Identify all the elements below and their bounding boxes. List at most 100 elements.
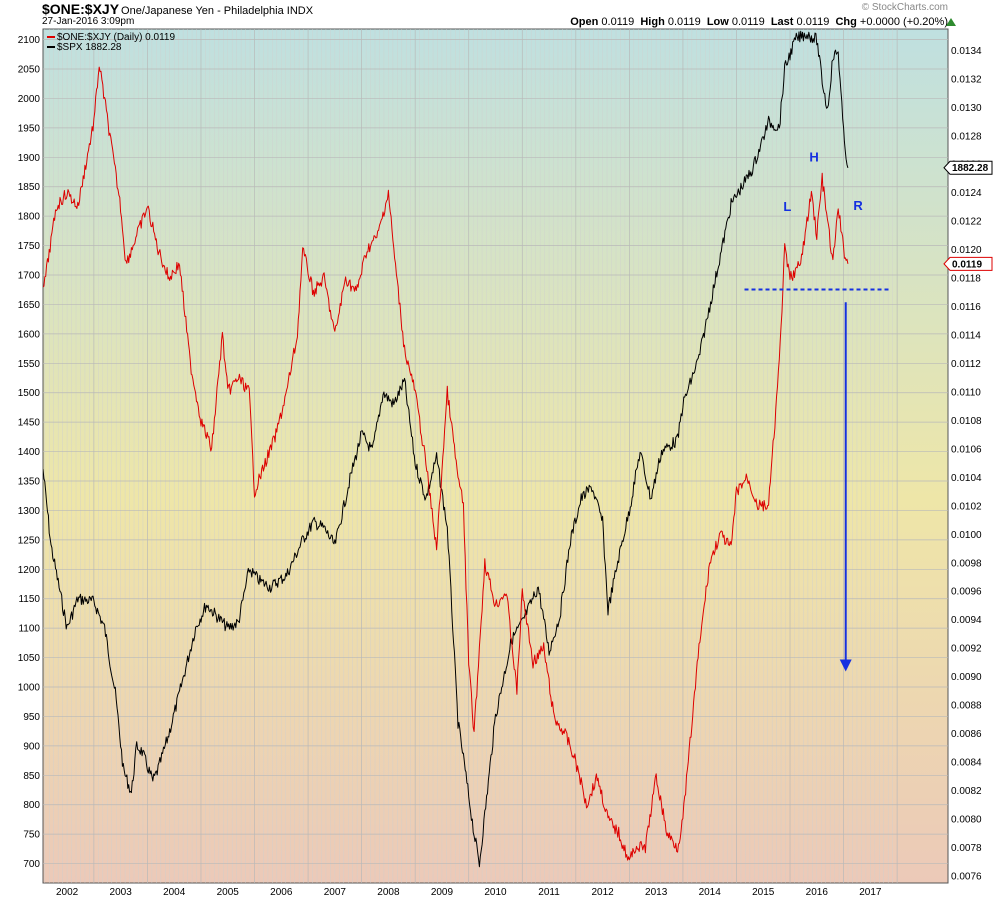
brand-watermark: © StockCharts.com [861,2,948,13]
right-tick-label: 0.0080 [951,814,982,825]
symbol-description: One/Japanese Yen - Philadelphia INDX [121,5,314,17]
high-value: 0.0119 [667,16,701,28]
x-tick-label: 2016 [806,887,829,898]
right-tick-label: 0.0100 [951,530,982,541]
right-axis: 0.0076 0.0078 0.0080 0.0082 0.0084 0.0086 0.00… [951,46,982,883]
left-tick-label: 1850 [18,182,41,193]
legend: $ONE:$XJY (Daily) 0.0119 $SPX 1882.28 [47,32,175,53]
right-tick-label: 0.0094 [951,615,982,626]
x-tick-label: 2015 [752,887,775,898]
right-tick-label: 0.0076 [951,871,982,882]
left-tick-label: 1650 [18,300,41,311]
right-tick-label: 0.0122 [951,217,982,228]
pattern-label-l: L [783,199,791,214]
spx-series-line [43,30,849,868]
right-tick-label: 0.0106 [951,444,982,455]
x-tick-label: 2003 [110,887,133,898]
x-tick-label: 2006 [270,887,293,898]
left-tick-label: 850 [23,771,40,782]
left-tick-label: 1900 [18,153,41,164]
right-tick-label: 0.0132 [951,74,982,85]
annotation-group: L H R [744,149,890,672]
right-tick-label: 0.0082 [951,786,982,797]
pattern-label-r: R [853,198,863,213]
x-tick-label: 2005 [217,887,240,898]
low-value: 0.0119 [731,16,765,28]
chart-datetime: 27-Jan-2016 3:09pm [42,16,135,27]
spx-last-tag-box [943,160,993,175]
xjy-series-line [43,66,849,861]
up-triangle-icon [946,18,956,26]
x-tick-label: 2002 [56,887,79,898]
legend-label-xjy: $ONE:$XJY (Daily) 0.0119 [57,32,175,43]
high-label: High [640,16,665,28]
chg-value: +0.0000 (+0.20%) [859,16,948,28]
symbol-label: $ONE:$XJY [42,1,120,17]
left-tick-label: 1050 [18,653,41,664]
legend-label-spx: $SPX 1882.28 [57,42,122,53]
spx-last-tag: 1882.28 [943,160,993,175]
xjy-last-tag-text: 0.0119 [952,259,982,270]
right-tick-label: 0.0112 [951,359,981,370]
x-tick-label: 2014 [699,887,722,898]
x-tick-label: 2011 [538,887,560,898]
last-label: Last [770,16,794,28]
right-tick-label: 0.0134 [951,46,982,57]
x-tick-label: 2012 [591,887,614,898]
pattern-label-h: H [809,149,818,164]
chg-label: Chg [835,16,857,28]
left-tick-label: 1700 [18,271,41,282]
right-tick-label: 0.0088 [951,701,982,712]
right-tick-label: 0.0086 [951,729,982,740]
right-tick-label: 0.0098 [951,558,982,569]
right-tick-label: 0.0084 [951,758,982,769]
left-tick-label: 1300 [18,506,41,517]
ohlc-readout: Open 0.0119 High 0.0119 Low 0.0119 Last … [570,16,948,28]
right-tick-label: 0.0110 [951,387,981,398]
x-axis: 2002 2003 2004 2005 2006 2007 2008 2009 2010 2011… [56,887,882,898]
left-tick-label: 1800 [18,212,41,223]
right-tick-label: 0.0090 [951,672,982,683]
left-tick-label: 950 [23,712,40,723]
right-tick-label: 0.0096 [951,587,982,598]
right-tick-label: 0.0124 [951,188,982,199]
left-tick-label: 2000 [18,94,41,105]
left-tick-label: 1200 [18,565,41,576]
left-tick-label: 1250 [18,535,41,546]
xjy-last-tag-box [943,256,993,271]
left-tick-label: 700 [23,859,40,870]
left-tick-label: 800 [23,800,40,811]
right-tick-label: 0.0130 [951,103,982,114]
right-tick-label: 0.0128 [951,131,982,142]
x-tick-label: 2004 [163,887,186,898]
right-tick-label: 0.0116 [951,302,981,313]
left-tick-label: 900 [23,741,40,752]
x-tick-label: 2009 [431,887,454,898]
grid [43,29,948,883]
last-value: 0.0119 [796,16,830,28]
left-tick-label: 1600 [18,329,41,340]
right-tick-label: 0.0120 [951,245,982,256]
right-tick-label: 0.0118 [951,274,981,285]
left-tick-label: 2050 [18,65,41,76]
left-tick-label: 1100 [18,624,40,635]
left-tick-label: 1400 [18,447,41,458]
target-arrow-head [839,659,852,672]
x-tick-label: 2010 [484,887,507,898]
left-tick-label: 1150 [18,594,40,605]
open-label: Open [570,16,599,28]
x-tick-label: 2017 [859,887,882,898]
chart-title: $ONE:$XJY One/Japanese Yen - Philadelphia… [42,1,313,17]
left-tick-label: 1450 [18,418,41,429]
right-tick-label: 0.0078 [951,843,982,854]
right-tick-label: 0.0114 [951,331,981,342]
xjy-last-tag: 0.0119 [943,256,993,271]
right-tick-label: 0.0104 [951,473,982,484]
left-tick-label: 1950 [18,123,41,134]
left-tick-label: 1550 [18,359,41,370]
x-tick-label: 2008 [377,887,400,898]
series-group [43,30,849,868]
open-value: 0.0119 [601,16,635,28]
right-tick-label: 0.0092 [951,644,982,655]
